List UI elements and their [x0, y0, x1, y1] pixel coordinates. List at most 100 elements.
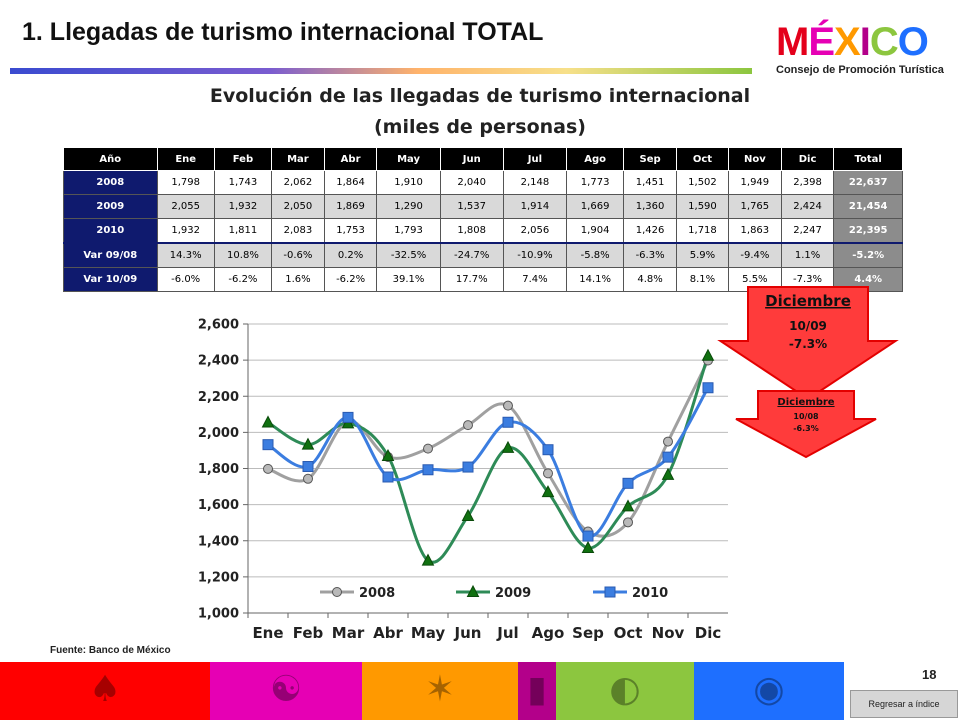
- table-cell: 1,290: [376, 194, 441, 219]
- table-cell: 1,932: [156, 218, 215, 244]
- y-tick-label: 1,400: [198, 534, 239, 549]
- table-cell: 39.1%: [376, 267, 441, 292]
- spiral-glyph-icon: ☯: [269, 669, 303, 710]
- point-2008: [263, 463, 273, 474]
- legend-label: 2008: [359, 586, 395, 601]
- table-cell: -6.2%: [213, 267, 273, 292]
- table-cell: 1,793: [376, 218, 441, 244]
- mexico-glyph-icon: ♠: [88, 669, 122, 710]
- point-2010: [342, 411, 354, 423]
- callout-big-title: Diciembre: [765, 292, 851, 310]
- table-cell: 17.7%: [439, 267, 504, 292]
- callout-small-line2: -6.3%: [793, 424, 819, 433]
- x-tick-label: Nov: [652, 624, 685, 642]
- table-header-nov: Nov: [728, 147, 782, 171]
- point-2008: [423, 443, 433, 454]
- point-2009: [381, 448, 395, 462]
- point-2009: [461, 508, 475, 522]
- table-cell: 1,863: [728, 218, 782, 244]
- y-tick-label: 1,200: [198, 570, 239, 585]
- chart-title-line1: Evolución de las llegadas de turismo int…: [209, 85, 751, 107]
- table-cell: 8.1%: [675, 267, 730, 292]
- table-cell: 1,502: [675, 170, 730, 195]
- row-label: 2009: [63, 194, 158, 219]
- table-cell: 1,914: [502, 194, 568, 219]
- legend-marker-2009: [466, 584, 480, 597]
- callout-small-line1: 10/08: [793, 412, 819, 421]
- table-cell: 1,932: [213, 194, 273, 219]
- table-cell: 14.3%: [156, 242, 215, 268]
- x-tick-label: May: [411, 624, 446, 642]
- table-cell: -32.5%: [376, 242, 441, 268]
- table-row: 2009 2,055 1,932 2,050 1,869 1,290 1,537 1,914 1…: [63, 194, 903, 219]
- point-2008: [663, 436, 673, 447]
- logo-wordmark: MÉXICO: [776, 20, 929, 64]
- table-header-oct: Oct: [675, 147, 730, 171]
- x-tick-label: Dic: [695, 624, 721, 642]
- table-header-dic: Dic: [780, 147, 835, 171]
- x-tick-label: Oct: [614, 624, 643, 642]
- point-2009: [261, 415, 275, 428]
- arrivals-table: Año Ene Feb Mar Abr May Jun Jul Ago Sep Oct Nov Dic T…: [63, 147, 903, 292]
- footer-color-band: ▮: [518, 662, 556, 720]
- table-cell: 5.9%: [675, 242, 730, 268]
- y-tick-label: 2,200: [198, 390, 239, 405]
- point-2010: [702, 382, 714, 394]
- table-cell: 10.8%: [213, 242, 273, 268]
- table-header-row: Año Ene Feb Mar Abr May Jun Jul Ago Sep Oct Nov Dic T…: [63, 147, 903, 171]
- callout-arrow-small: [735, 390, 877, 459]
- table-row: 2008 1,798 1,743 2,062 1,864 1,910 2,040 2,148 1…: [63, 170, 903, 195]
- table-header-abr: Abr: [323, 147, 378, 171]
- table-cell: 1,904: [565, 218, 625, 244]
- table-cell: -10.9%: [502, 242, 568, 268]
- point-2010: [462, 461, 474, 473]
- footer-color-band: ✶: [362, 662, 518, 720]
- x-tick-label: Jun: [454, 624, 482, 642]
- table-header-may: May: [376, 147, 441, 171]
- table-cell: 1,590: [675, 194, 730, 219]
- row-label: Var 10/09: [63, 267, 158, 292]
- point-2008: [543, 468, 553, 479]
- point-2010: [302, 461, 314, 473]
- source-note: Fuente: Banco de México: [50, 645, 171, 656]
- table-cell: 2,398: [780, 170, 835, 195]
- callout-big-line1: 10/09: [789, 319, 827, 333]
- y-tick-label: 2,000: [198, 426, 239, 441]
- title-underline: [10, 68, 752, 74]
- table-cell: 2,148: [502, 170, 568, 195]
- point-2009: [501, 440, 515, 453]
- return-to-index-button[interactable]: Regresar a índice: [850, 690, 958, 718]
- mexico-logo: MÉXICO Consejo de Promoción Turística: [776, 22, 952, 76]
- series-line-2008: [267, 359, 710, 538]
- table-cell: 1.6%: [271, 267, 325, 292]
- x-tick-label: Abr: [373, 624, 403, 642]
- row-total: 22,637: [833, 170, 903, 195]
- point-2009: [581, 540, 595, 553]
- point-2008: [463, 420, 473, 431]
- table-header-sep: Sep: [623, 147, 677, 171]
- legend-marker-2008: [332, 587, 342, 597]
- table-cell: 7.4%: [502, 267, 568, 292]
- table-cell: -6.2%: [323, 267, 378, 292]
- bar-glyph-icon: ▮: [527, 669, 547, 710]
- table-cell: 2,062: [271, 170, 325, 195]
- table-row: Var 09/08 14.3% 10.8% -0.6% 0.2% -32.5% -24.7%…: [63, 242, 903, 268]
- point-2010: [422, 464, 434, 476]
- footer-color-band: ◉: [694, 662, 844, 720]
- point-2010: [382, 471, 394, 483]
- y-tick-label: 1,600: [198, 498, 239, 513]
- x-tick-label: Feb: [293, 624, 324, 642]
- table-cell: 4.8%: [623, 267, 677, 292]
- table-cell: -5.8%: [565, 242, 625, 268]
- table-cell: 14.1%: [565, 267, 625, 292]
- table-cell: 1,669: [565, 194, 625, 219]
- chart-title-line2: (miles de personas): [374, 116, 586, 138]
- table-cell: 1,808: [439, 218, 504, 244]
- legend-label: 2010: [632, 586, 668, 601]
- table-cell: 1,864: [323, 170, 378, 195]
- table-row: 2010 1,932 1,811 2,083 1,753 1,793 1,808 2,056 1…: [63, 218, 903, 244]
- o-glyph-icon: ◉: [753, 669, 785, 710]
- y-tick-label: 2,600: [198, 318, 239, 333]
- x-tick-label: Sep: [572, 624, 604, 642]
- table-cell: 1.1%: [780, 242, 835, 268]
